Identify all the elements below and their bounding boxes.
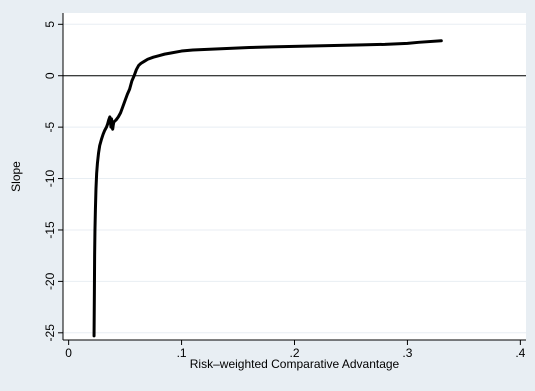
x-tick-label: .3	[402, 346, 412, 360]
x-tick-label: 0	[65, 346, 72, 360]
y-tick-label: -25	[43, 324, 57, 342]
x-tick-label: .2	[289, 346, 299, 360]
y-tick-label: 5	[43, 21, 57, 28]
y-tick-label: -5	[43, 121, 57, 132]
y-tick-label: 0	[43, 72, 57, 79]
x-tick-label: .4	[515, 346, 525, 360]
data-series-line	[92, 39, 443, 338]
y-axis-ticks: 5 0 -5 -10 -15 -20 -25	[43, 21, 63, 342]
plot-area	[63, 13, 526, 340]
y-tick-label: -15	[43, 221, 57, 239]
y-axis-label: Slope	[9, 161, 23, 192]
y-tick-label: -20	[43, 272, 57, 290]
x-tick-label: .1	[177, 346, 187, 360]
y-tick-label: -10	[43, 170, 57, 188]
x-axis-label: Risk–weighted Comparative Advantage	[190, 357, 400, 371]
x-axis-ticks: 0 .1 .2 .3 .4	[65, 340, 526, 360]
